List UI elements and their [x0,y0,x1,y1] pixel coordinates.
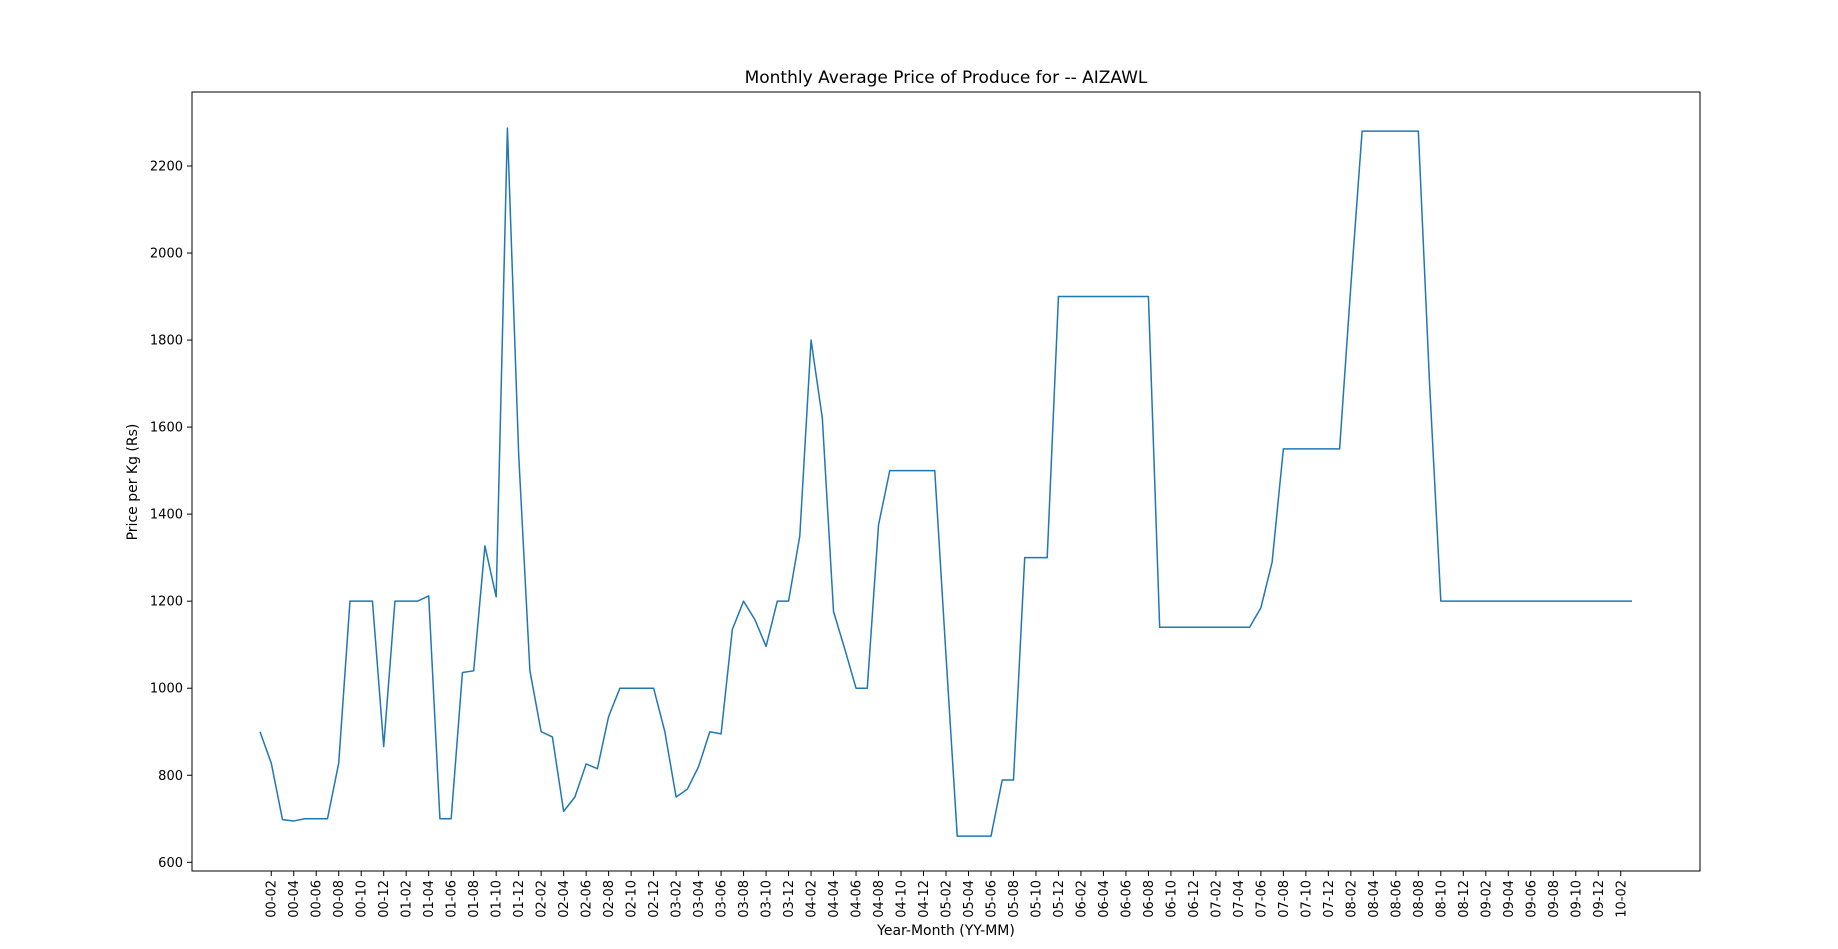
x-tick-label: 06-06 [1119,880,1134,918]
x-tick-label: 01-10 [490,880,505,918]
x-tick-label: 01-06 [445,880,460,918]
x-tick-label: 00-04 [287,880,302,918]
x-tick-label: 05-12 [1052,880,1067,918]
y-axis-label: Price per Kg (Rs) [125,424,141,541]
x-tick-label: 00-12 [377,880,392,918]
y-tick-label: 800 [158,769,183,784]
x-tick-label: 05-08 [1007,880,1022,918]
y-tick-label: 1200 [150,595,183,610]
y-tick-label: 2200 [150,159,183,174]
x-tick-label: 03-12 [782,880,797,918]
x-tick-label: 08-10 [1434,880,1449,918]
x-tick-label: 02-02 [535,880,550,918]
y-tick-label: 600 [158,856,183,871]
x-tick-label: 00-10 [355,880,370,918]
x-tick-label: 06-10 [1164,880,1179,918]
x-tick-label: 04-04 [827,880,842,918]
x-tick-label: 05-06 [984,880,999,918]
x-tick-label: 02-06 [580,880,595,918]
x-tick-label: 03-10 [760,880,775,918]
x-tick-label: 01-02 [400,880,415,918]
x-tick-label: 09-04 [1502,880,1517,918]
x-tick-label: 07-02 [1209,880,1224,918]
x-tick-label: 05-10 [1029,880,1044,918]
x-tick-label: 07-12 [1322,880,1337,918]
x-axis: 00-02 00-04 00-06 00-08 00-10 00-12 01-02 01-04… [265,871,1629,918]
x-tick-label: 09-10 [1569,880,1584,918]
x-tick-label: 02-12 [647,880,662,918]
y-tick-label: 1600 [150,421,183,436]
x-tick-label: 06-12 [1187,880,1202,918]
x-tick-label: 08-08 [1412,880,1427,918]
x-tick-label: 09-12 [1592,880,1607,918]
x-tick-label: 08-02 [1344,880,1359,918]
x-tick-label: 07-10 [1299,880,1314,918]
y-axis: 600 800 1000 1200 1400 1600 1800 2000 2200 [150,159,192,871]
chart-title: Monthly Average Price of Produce for -- … [745,68,1148,88]
x-tick-label: 06-04 [1097,880,1112,918]
x-tick-label: 07-04 [1232,880,1247,918]
x-tick-label: 06-08 [1142,880,1157,918]
x-tick-label: 04-12 [917,880,932,918]
x-tick-label: 04-10 [895,880,910,918]
y-tick-label: 1400 [150,508,183,523]
x-tick-label: 03-08 [737,880,752,918]
x-tick-label: 01-08 [467,880,482,918]
x-tick-label: 05-04 [962,880,977,918]
x-tick-label: 04-02 [805,880,820,918]
x-tick-label: 09-06 [1524,880,1539,918]
x-tick-label: 03-04 [692,880,707,918]
x-tick-label: 00-06 [310,880,325,918]
series-points [260,128,1632,836]
x-tick-label: 09-08 [1547,880,1562,918]
x-axis-label: Year-Month (YY-MM) [876,923,1015,939]
x-tick-label: 05-02 [940,880,955,918]
x-tick-label: 01-04 [422,880,437,918]
x-tick-label: 09-02 [1479,880,1494,918]
x-tick-label: 02-08 [602,880,617,918]
x-tick-label: 06-02 [1074,880,1089,918]
x-tick-label: 07-06 [1254,880,1269,918]
x-tick-label: 08-04 [1367,880,1382,918]
x-tick-label: 00-08 [332,880,347,918]
x-tick-label: 01-12 [512,880,527,918]
x-tick-label: 00-02 [265,880,280,918]
x-tick-label: 02-04 [557,880,572,918]
x-tick-label: 03-02 [670,880,685,918]
y-tick-label: 1800 [150,334,183,349]
x-tick-label: 08-06 [1389,880,1404,918]
plot-area-frame [191,91,1701,872]
price-series-line [259,127,1632,837]
x-tick-label: 07-08 [1277,880,1292,918]
x-tick-label: 04-08 [872,880,887,918]
x-tick-label: 10-02 [1614,880,1629,918]
y-tick-label: 2000 [150,247,183,262]
x-tick-label: 04-06 [850,880,865,918]
y-tick-label: 1000 [150,682,183,697]
x-tick-label: 08-12 [1457,880,1472,918]
x-tick-label: 03-06 [715,880,730,918]
x-tick-label: 02-10 [625,880,640,918]
